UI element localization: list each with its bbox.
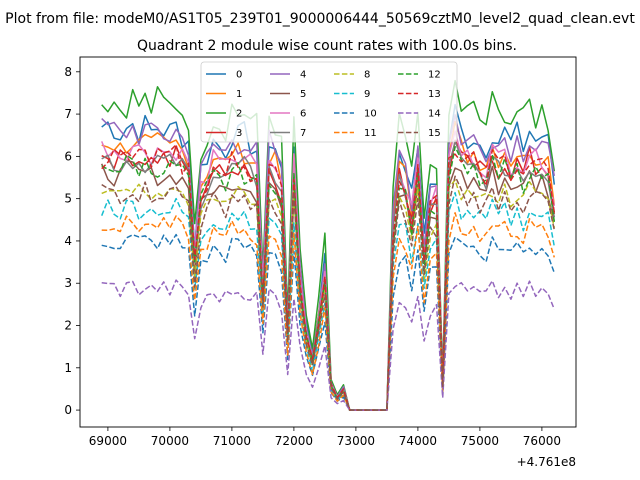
legend-item-14: 14 — [398, 109, 441, 120]
x-tick: 70000 — [151, 427, 189, 448]
legend-item-15: 15 — [398, 128, 441, 139]
y-tick-label: 8 — [64, 65, 72, 79]
x-tick: 74000 — [399, 427, 437, 448]
x-tick: 73000 — [337, 427, 375, 448]
chart-title: Quadrant 2 module wise count rates with … — [137, 38, 517, 54]
legend-label: 10 — [364, 109, 377, 120]
y-tick-label: 7 — [64, 107, 72, 121]
x-tick: 71000 — [213, 427, 251, 448]
x-tick-label: 76000 — [523, 434, 561, 448]
legend-box — [200, 61, 458, 143]
x-tick-label: 72000 — [275, 434, 313, 448]
x-axis: 69000 70000 71000 72000 73000 74000 75000 76000 — [89, 427, 561, 448]
x-tick-label: 70000 — [151, 434, 189, 448]
legend-item-1: 1 — [206, 89, 242, 100]
y-tick-label: 4 — [64, 234, 72, 248]
legend-item-11: 11 — [334, 128, 377, 139]
legend-label: 7 — [300, 128, 306, 139]
legend-label: 11 — [364, 128, 377, 139]
x-tick-label: 69000 — [89, 434, 127, 448]
x-tick: 76000 — [523, 427, 561, 448]
series-line-11 — [101, 212, 556, 411]
y-tick-label: 1 — [64, 361, 72, 375]
legend-item-5: 5 — [270, 89, 306, 100]
y-tick: 3 — [64, 276, 80, 290]
legend-label: 2 — [236, 109, 242, 120]
x-tick-label: 71000 — [213, 434, 251, 448]
legend-label: 1 — [236, 89, 242, 100]
legend-label: 9 — [364, 89, 370, 100]
legend-item-0: 0 — [206, 70, 242, 81]
legend-item-3: 3 — [206, 128, 242, 139]
x-tick: 72000 — [275, 427, 313, 448]
series-line-12 — [101, 145, 556, 411]
legend-label: 3 — [236, 128, 242, 139]
y-tick: 6 — [64, 149, 80, 163]
y-tick-label: 6 — [64, 149, 72, 163]
y-tick: 2 — [64, 319, 80, 333]
legend-label: 13 — [428, 89, 441, 100]
y-tick: 8 — [64, 65, 80, 79]
x-tick: 69000 — [89, 427, 127, 448]
y-tick: 4 — [64, 234, 80, 248]
legend-label: 0 — [236, 70, 242, 81]
legend-label: 8 — [364, 70, 370, 81]
x-offset-label: +4.761e8 — [517, 455, 576, 469]
y-tick-label: 0 — [64, 403, 72, 417]
x-tick-label: 75000 — [461, 434, 499, 448]
x-tick: 75000 — [461, 427, 499, 448]
plot-frame — [79, 56, 577, 428]
legend-item-13: 13 — [398, 89, 441, 100]
y-tick: 5 — [64, 192, 80, 206]
y-tick-label: 3 — [64, 276, 72, 290]
y-tick: 7 — [64, 107, 80, 121]
y-tick: 0 — [64, 403, 80, 417]
y-axis: 0 1 2 3 4 5 6 7 8 — [64, 65, 80, 417]
y-tick: 1 — [64, 361, 80, 375]
series-line-15 — [101, 175, 556, 411]
x-tick-label: 74000 — [399, 434, 437, 448]
legend-label: 12 — [428, 70, 441, 81]
legend-item-4: 4 — [270, 70, 306, 81]
legend-label: 5 — [300, 89, 306, 100]
y-tick-label: 5 — [64, 192, 72, 206]
legend-item-2: 2 — [206, 109, 242, 120]
legend-item-12: 12 — [398, 70, 441, 81]
legend-item-7: 7 — [270, 128, 306, 139]
series-line-2 — [101, 79, 556, 411]
legend-label: 6 — [300, 109, 306, 120]
legend-item-10: 10 — [334, 109, 377, 120]
series-line-14 — [101, 279, 555, 411]
legend-label: 4 — [300, 70, 306, 81]
legend-item-6: 6 — [270, 109, 306, 120]
x-tick-label: 73000 — [337, 434, 375, 448]
series-layer — [101, 79, 556, 411]
y-tick-label: 2 — [64, 319, 72, 333]
legend-label: 15 — [428, 128, 441, 139]
legend-item-8: 8 — [334, 70, 370, 81]
legend-label: 14 — [428, 109, 441, 120]
legend-item-9: 9 — [334, 89, 370, 100]
figure-suptitle: Plot from file: modeM0/AS1T05_239T01_900… — [5, 11, 635, 27]
